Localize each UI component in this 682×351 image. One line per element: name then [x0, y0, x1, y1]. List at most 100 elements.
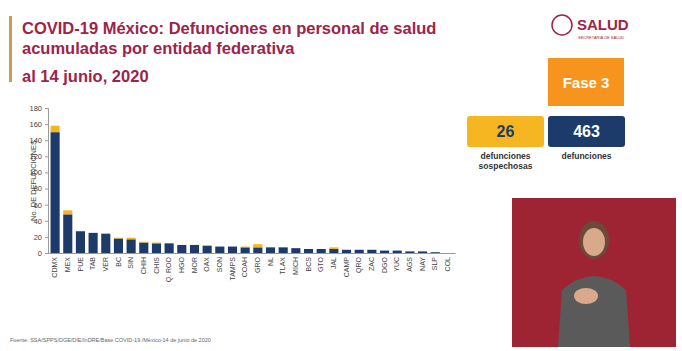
tick: 0 [38, 249, 48, 258]
bar [355, 250, 364, 253]
bar [114, 239, 123, 254]
bar [355, 249, 364, 250]
bar [443, 253, 452, 254]
bar [393, 250, 402, 251]
tick-label: MICH [292, 257, 299, 275]
tick-mark [45, 108, 48, 109]
video-inset [512, 198, 676, 347]
tick: TLAX [279, 253, 286, 275]
logo-emblem [552, 15, 572, 35]
bar [152, 242, 161, 244]
tick-label: 0 [38, 249, 42, 258]
tick: SON [216, 253, 223, 272]
tick-mark [45, 237, 48, 238]
tick-label: PUE [77, 257, 84, 272]
title: COVID-19 México: Defunciones en personal… [22, 19, 436, 37]
tick: YUC [393, 253, 400, 272]
legend-label-line: sospechosas [479, 161, 533, 171]
y-axis-title: No. DE DEFUNCIONES [29, 140, 38, 221]
tick: CHIS [153, 253, 160, 274]
tick-label: CAMP [343, 257, 350, 278]
person-hands [574, 288, 598, 304]
tick: TAMPS [229, 253, 236, 281]
bar [431, 252, 440, 253]
tick: CDMX [51, 253, 58, 278]
bar [114, 237, 123, 239]
bar [380, 251, 389, 253]
tick-mark [45, 253, 48, 254]
phase-box [548, 58, 624, 106]
bar [177, 244, 186, 245]
series [51, 126, 339, 249]
bar [51, 126, 60, 132]
logo-text: SALUD [577, 16, 629, 33]
bar [418, 251, 427, 252]
bar [241, 247, 250, 253]
tick-label: NL [267, 257, 274, 266]
bar [317, 248, 326, 249]
tick: TAB [89, 253, 96, 270]
bar [304, 249, 313, 253]
bar [279, 247, 288, 248]
bar [342, 250, 351, 253]
tick: JAL [330, 253, 337, 269]
bar [228, 247, 237, 253]
tick: SIN [127, 253, 134, 269]
bar [89, 232, 98, 233]
bar [443, 253, 452, 254]
bar [291, 248, 300, 249]
tick: Q. ROO [165, 253, 173, 282]
bar [215, 247, 224, 253]
tick-label: TAMPS [229, 257, 236, 281]
tick: BCS [305, 253, 312, 271]
title: acumuladas por entidad federativa [22, 39, 295, 57]
tick-mark [45, 205, 48, 206]
tick: 20 [34, 233, 48, 242]
tick-label: HGO [178, 256, 185, 273]
bar [215, 246, 224, 247]
tick-label: TAB [89, 257, 96, 270]
tick-label: CDMX [51, 257, 58, 278]
tick-mark [45, 189, 48, 190]
tick-label: CHIS [153, 257, 160, 274]
bar [127, 238, 136, 240]
bar [329, 247, 338, 249]
axis-line [45, 109, 49, 254]
tick-label: 160 [29, 120, 42, 129]
tick: 180 [29, 104, 48, 113]
phase-label: Fase 3 [563, 74, 610, 91]
bar [405, 251, 414, 253]
y-axis: 020406080100120140160180 [29, 104, 48, 258]
tick-label: YUC [393, 257, 400, 272]
legend-box [467, 116, 544, 147]
tick-label: VER [102, 257, 109, 271]
bar [89, 233, 98, 253]
bar [63, 210, 72, 214]
tick-label: BC [115, 257, 122, 267]
bar [63, 214, 72, 253]
bar [431, 252, 440, 253]
bar [127, 239, 136, 253]
tick: MOR [191, 253, 198, 273]
tick: SLP [431, 253, 438, 270]
bar [203, 246, 212, 253]
x-axis: CDMXMEXPUETABVERBCSINCHIHCHISQ. ROOHGOMO… [49, 253, 456, 282]
tick: CAMP [343, 253, 350, 277]
source: Fuente: SSA/SPPS/DGE/DIE/InDRE/Base COVI… [10, 337, 211, 343]
tick-label: TLAX [279, 257, 286, 275]
bar [139, 243, 148, 253]
bar [317, 249, 326, 253]
legend-label: defuncionessospechosas [479, 151, 533, 171]
tick-label: GTO [317, 256, 324, 272]
series [51, 132, 440, 253]
bar [291, 248, 300, 253]
legend-label-line: defunciones [480, 151, 530, 161]
tick-label: Q. ROO [165, 256, 173, 282]
tick: NAY [419, 253, 426, 271]
tick-mark [45, 172, 48, 173]
bar [418, 251, 427, 253]
tick-label: 20 [34, 233, 42, 242]
tick-label: SLP [431, 257, 438, 271]
tick: DGO [381, 253, 388, 273]
bar [380, 250, 389, 251]
